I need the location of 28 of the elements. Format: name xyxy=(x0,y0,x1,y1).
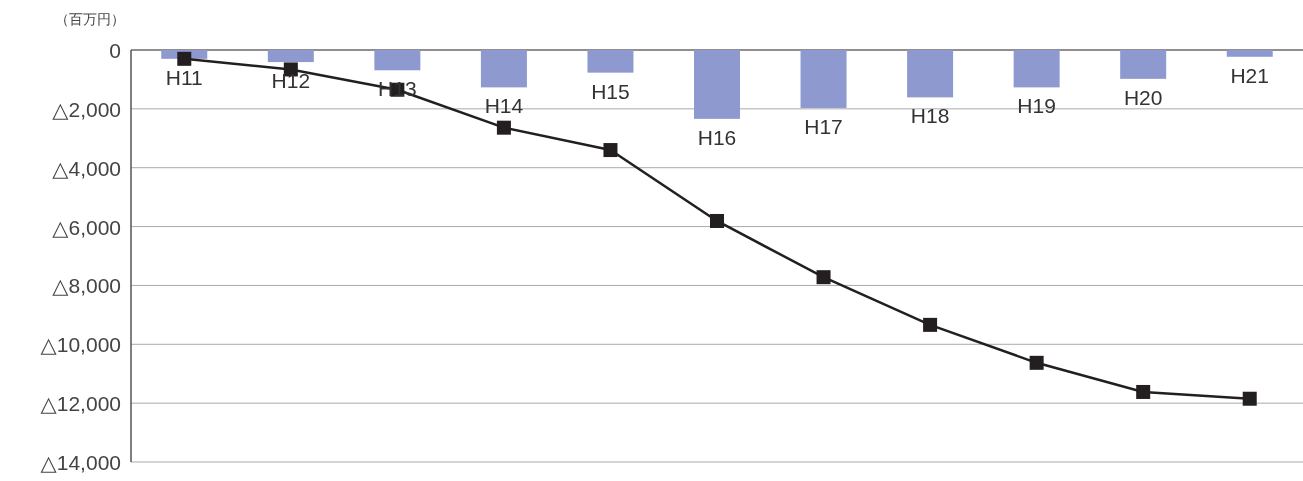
x-tick-label: H20 xyxy=(1123,85,1163,109)
x-tick-label: H14 xyxy=(484,94,524,118)
x-tick-label: H11 xyxy=(165,65,203,89)
y-tick-label: △14,000 xyxy=(40,451,121,474)
y-tick-label: △12,000 xyxy=(40,392,121,416)
point xyxy=(1242,391,1257,406)
point xyxy=(177,51,192,66)
y-tick-label: 0 xyxy=(109,39,121,62)
point xyxy=(1136,384,1151,399)
x-tick-label: H17 xyxy=(804,114,843,138)
point xyxy=(923,317,938,332)
x-tick-label: H15 xyxy=(591,79,630,103)
x-tick-label: H12 xyxy=(271,69,311,93)
point xyxy=(496,120,511,135)
x-tick-label: H18 xyxy=(910,104,950,128)
x-tick-label: H16 xyxy=(697,125,737,149)
y-tick-label: △4,000 xyxy=(52,156,121,180)
x-tick-label: H21 xyxy=(1230,63,1269,87)
y-tick-label: △6,000 xyxy=(52,215,121,239)
point xyxy=(1029,355,1044,370)
y-tick-label: △8,000 xyxy=(52,274,121,298)
y-tick-label: △2,000 xyxy=(52,97,121,121)
y-tick-label: △10,000 xyxy=(40,333,121,357)
point xyxy=(816,270,831,285)
point xyxy=(710,213,724,228)
x-tick-label: H19 xyxy=(1017,94,1056,118)
y-axis-title: （百万円） xyxy=(55,11,125,27)
point xyxy=(603,143,618,158)
